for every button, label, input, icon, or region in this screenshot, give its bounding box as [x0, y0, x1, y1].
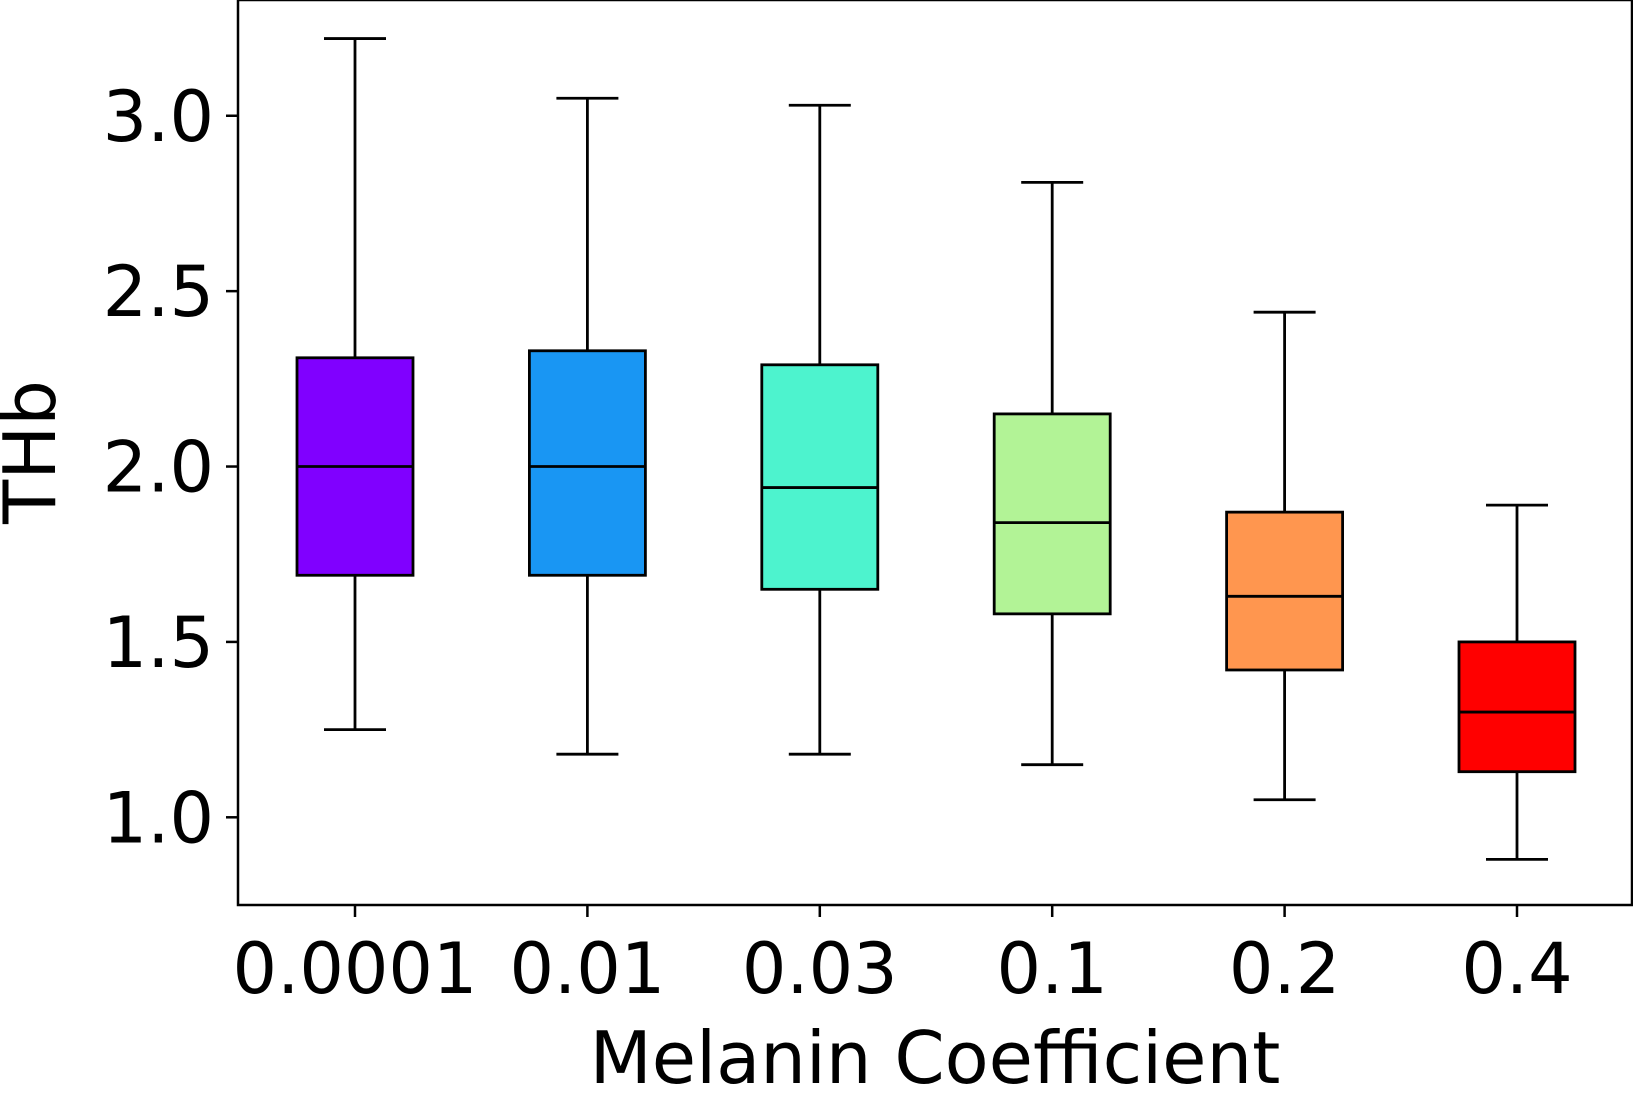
x-tick-label: 0.0001	[233, 928, 478, 1010]
box-group	[1225, 310, 1344, 802]
y-tick-label: 1.5	[103, 602, 214, 684]
box-group	[295, 37, 415, 732]
box	[760, 363, 880, 591]
y-tick-label: 1.0	[103, 777, 214, 859]
x-tick-label: 0.01	[509, 928, 665, 1010]
box-group	[1457, 503, 1577, 861]
x-tick-label: 0.1	[997, 928, 1108, 1010]
box	[1225, 510, 1344, 672]
y-axis-label: THb	[0, 380, 72, 525]
box-group	[760, 103, 880, 756]
x-tick-label: 0.2	[1229, 928, 1340, 1010]
x-axis: 0.0001 0.01 0.03 0.1 0.2 0.4	[233, 905, 1573, 1010]
box	[1457, 640, 1577, 774]
x-axis-label: Melanin Coefficient	[590, 1016, 1281, 1097]
x-tick-label: 0.03	[742, 928, 898, 1010]
y-tick-label: 2.0	[103, 427, 214, 509]
y-tick-label: 3.0	[103, 76, 214, 158]
box	[528, 349, 647, 577]
box-group	[992, 181, 1112, 767]
x-tick-label: 0.4	[1461, 928, 1572, 1010]
plot-frame	[236, 0, 1633, 907]
box-group	[528, 96, 647, 756]
boxes-layer	[295, 37, 1577, 861]
box	[992, 412, 1112, 616]
y-tick-label: 2.5	[103, 251, 214, 333]
y-axis: 1.0 1.5 2.0 2.5 3.0	[103, 76, 238, 859]
